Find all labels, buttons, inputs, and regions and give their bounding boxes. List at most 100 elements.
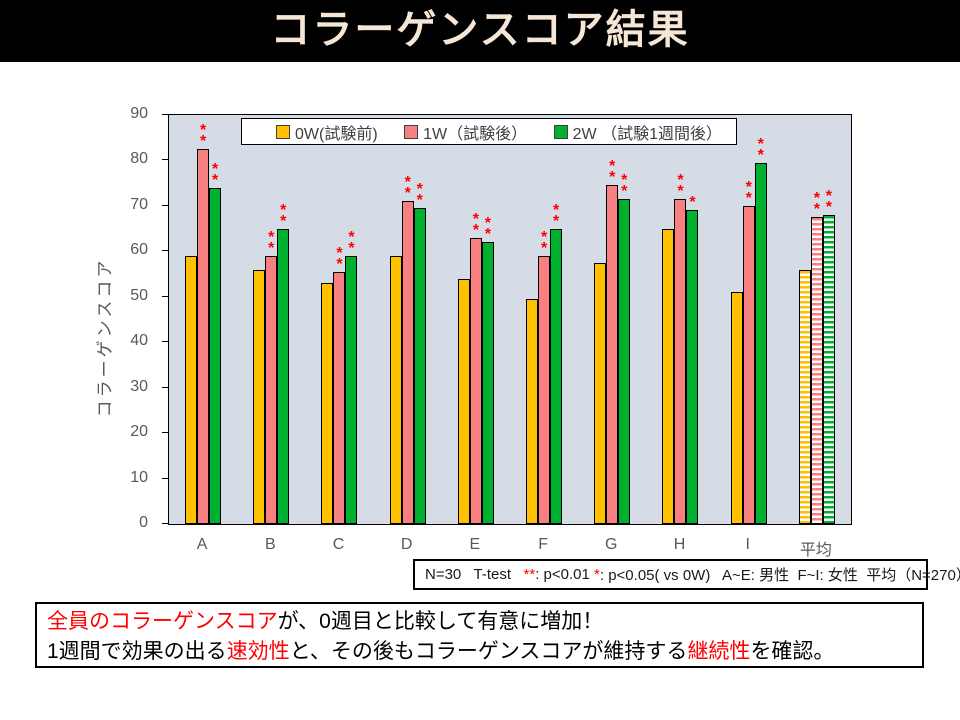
title-bar: コラーゲンスコア結果 xyxy=(0,0,960,62)
x-tick-label-B: B xyxy=(264,536,276,553)
bar-2W -A xyxy=(209,187,222,524)
legend-item-1: 1W（試験後） xyxy=(404,120,527,144)
x-tick-label-F: F xyxy=(538,536,548,553)
conclusion-line-1: 全員のコラーゲンスコアが、0週目と比較して有意に増加！ xyxy=(47,607,912,637)
bar-0W-A xyxy=(185,255,198,524)
significance-mark-D: * * xyxy=(416,181,423,210)
bar-2W -C xyxy=(345,255,358,524)
legend-swatch-icon xyxy=(276,124,290,139)
note-part-0: N=30 T-test xyxy=(425,566,524,583)
significance-mark-I: * * xyxy=(745,178,752,207)
y-tick-label-60: 60 xyxy=(130,241,148,259)
x-tick-label-平均: 平均 xyxy=(799,542,832,559)
x-tick-label-H: H xyxy=(673,536,686,553)
y-tick-mark-10 xyxy=(162,477,168,479)
bar-1W-F xyxy=(538,255,551,524)
y-tick-label-30: 30 xyxy=(130,377,148,395)
note-part-4: : p<0.05( vs 0W) A~E: 男性 F~I: 女性 平均（N=27… xyxy=(599,567,960,584)
y-tick-mark-70 xyxy=(162,204,168,206)
bar-2W -B xyxy=(277,228,290,524)
significance-mark-H: * * xyxy=(677,172,684,201)
legend-label: 2W （試験1週間後） xyxy=(572,125,722,143)
bar-2W -I xyxy=(754,162,767,524)
legend-swatch-icon xyxy=(553,124,568,139)
message-line2-part-1: 速効性 xyxy=(226,640,290,663)
bar-2W -E xyxy=(481,242,494,524)
bar-group-A: * * * * xyxy=(169,115,237,524)
y-tick-label-0: 0 xyxy=(139,514,148,531)
bar-1W-H xyxy=(674,199,687,524)
bar-2W -平均 xyxy=(822,214,835,524)
bar-group-I: * * * * xyxy=(715,115,783,524)
significance-mark-C: * * xyxy=(348,228,355,257)
significance-mark-B: * * xyxy=(268,228,275,257)
message-line1-part-0: 全員のコラーゲンスコア xyxy=(47,610,278,633)
significance-mark-F: * * xyxy=(540,228,548,257)
bar-0W-D xyxy=(389,255,402,524)
message-line2-part-0: 1週間で効果の出る xyxy=(47,640,227,663)
message-line2-part-4: を確認。 xyxy=(750,640,835,663)
y-tick-label-90: 90 xyxy=(130,105,148,122)
message-line1-part-1: が、0週目と比較して有意に増加！ xyxy=(277,610,604,633)
y-tick-mark-40 xyxy=(162,341,168,343)
legend-label: 1W（試験後） xyxy=(423,125,528,143)
bar-0W-B xyxy=(253,269,266,524)
y-tick-mark-60 xyxy=(162,250,168,252)
bar-chart-plot-area: * * * * * * * * * * * * * * * * * * * * * * * * * * * * * * * * * * * * * * * xyxy=(168,114,852,525)
bar-0W-平均 xyxy=(798,269,811,524)
chart-legend: 0W(試験前) 1W（試験後） 2W （試験1週間後） xyxy=(241,118,737,145)
x-tick-label-G: G xyxy=(605,536,618,553)
significance-mark-D: * * xyxy=(404,174,411,203)
bar-group-C: * * * * xyxy=(305,115,373,524)
bar-2W -G xyxy=(618,199,631,524)
note-part-2: : p<0.01 xyxy=(535,566,595,583)
bar-group-E: * * * * xyxy=(442,115,510,524)
bar-1W-C xyxy=(333,271,346,524)
legend-item-0: 0W(試験前) xyxy=(276,120,378,144)
conclusion-text-box: 全員のコラーゲンスコアが、0週目と比較して有意に増加！ 1週間で効果の出る速効性… xyxy=(35,602,924,668)
y-tick-mark-90 xyxy=(162,114,168,115)
note-part-3: * xyxy=(594,566,600,583)
bar-group-H: * * * xyxy=(646,115,714,524)
significance-mark-平均: * * xyxy=(825,187,832,216)
significance-mark-G: * * xyxy=(621,172,628,201)
y-tick-mark-20 xyxy=(162,432,168,434)
bar-0W-E xyxy=(457,278,470,524)
bar-1W-A xyxy=(197,149,210,524)
message-line2-part-3: 継続性 xyxy=(687,640,751,663)
x-tick-label-E: E xyxy=(469,536,481,553)
significance-mark-I: * * xyxy=(757,135,764,164)
legend-swatch-icon xyxy=(404,124,419,139)
bar-group-G: * * * * xyxy=(578,115,646,524)
bar-2W -H xyxy=(686,210,699,524)
x-tick-label-C: C xyxy=(332,536,345,553)
message-line2-part-2: と、その後もコラーゲンスコアが維持する xyxy=(289,640,688,663)
significance-mark-E: * * xyxy=(484,215,491,244)
bar-group-平均: * * * * xyxy=(783,115,851,524)
x-tick-label-I: I xyxy=(745,536,750,553)
bar-0W-F xyxy=(526,299,539,524)
significance-mark-A: * * xyxy=(211,160,219,189)
significance-mark-B: * * xyxy=(280,201,287,230)
conclusion-line-2: 1週間で効果の出る速効性と、その後もコラーゲンスコアが維持する継続性を確認。 xyxy=(47,637,912,667)
significance-mark-F: * * xyxy=(552,201,560,230)
bar-2W -F xyxy=(550,228,563,524)
x-tick-label-A: A xyxy=(196,536,208,553)
y-tick-mark-0 xyxy=(162,523,168,524)
bar-1W-平均 xyxy=(810,217,823,524)
x-tick-label-D: D xyxy=(400,536,413,553)
bar-group-D: * * * * xyxy=(374,115,442,524)
bar-0W-G xyxy=(594,262,607,524)
y-tick-label-10: 10 xyxy=(130,468,148,486)
legend-label: 0W(試験前) xyxy=(295,125,378,143)
y-tick-mark-30 xyxy=(162,386,168,388)
statistics-note-box: N=30 T-test **: p<0.01 *: p<0.05( vs 0W)… xyxy=(413,559,960,590)
significance-mark-C: * * xyxy=(336,244,343,273)
bar-0W-C xyxy=(321,283,334,524)
bar-1W-E xyxy=(469,237,482,524)
bar-0W-I xyxy=(730,292,743,524)
bar-0W-H xyxy=(662,228,675,524)
legend-item-2: 2W （試験1週間後） xyxy=(553,120,722,144)
y-tick-label-40: 40 xyxy=(130,332,148,350)
